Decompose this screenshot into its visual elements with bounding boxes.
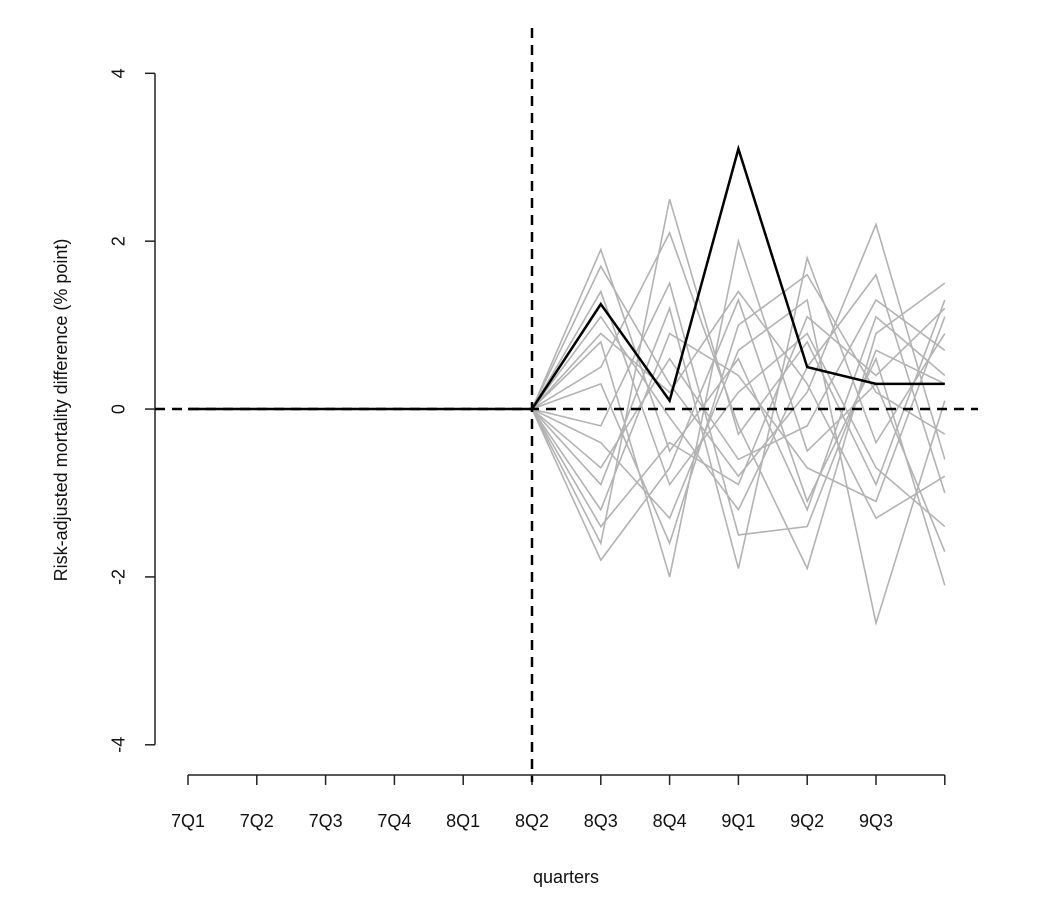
x-tick-label: 8Q1 — [446, 811, 480, 831]
x-tick-label: 9Q2 — [790, 811, 824, 831]
x-tick-label: 9Q1 — [721, 811, 755, 831]
x-tick-label: 7Q3 — [309, 811, 343, 831]
x-tick-label: 7Q2 — [240, 811, 274, 831]
y-tick-label: 0 — [109, 404, 129, 414]
y-tick-label: 2 — [109, 236, 129, 246]
y-tick-label: 4 — [109, 68, 129, 78]
x-tick-label: 7Q1 — [171, 811, 205, 831]
x-tick-label: 7Q4 — [377, 811, 411, 831]
x-tick-label: 9Q3 — [859, 811, 893, 831]
series-line — [188, 144, 945, 411]
series-line — [188, 298, 946, 627]
x-tick-label: 8Q3 — [584, 811, 618, 831]
series-line — [188, 230, 946, 571]
y-tick-label: -4 — [109, 737, 129, 753]
x-axis-label: quarters — [533, 867, 599, 887]
y-axis-label: Risk-adjusted mortality difference (% po… — [51, 239, 71, 582]
y-tick-label: -2 — [109, 569, 129, 585]
x-tick-label: 8Q4 — [653, 811, 687, 831]
x-tick-label: 8Q2 — [515, 811, 549, 831]
